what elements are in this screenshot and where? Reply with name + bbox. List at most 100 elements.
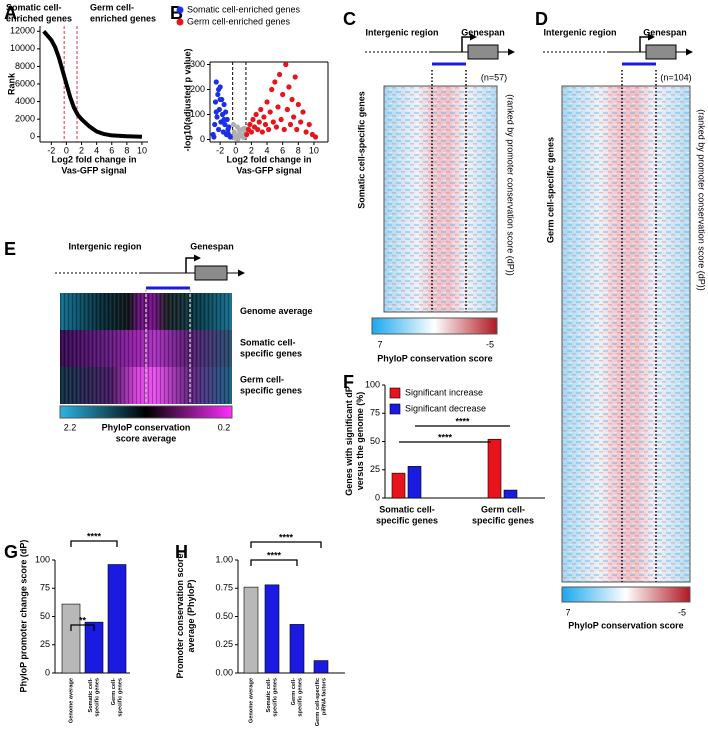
bar [503,489,518,499]
y2-label: (ranked by promoter conservation score (… [506,94,516,276]
colorbar-label: PhyloP conservation score [377,353,492,363]
x-label: Vas-GFP signal [236,165,301,175]
point [241,125,247,131]
row-label: Genome average [240,306,313,316]
point [211,134,217,140]
point [283,61,289,68]
row-label: Germ cell- [240,374,284,384]
bar [487,438,502,499]
point [267,109,273,115]
point [221,116,227,123]
x-tick-label: 6 [280,145,285,155]
gene-box [194,265,228,281]
x-label: Log2 fold change in [52,154,137,164]
y-label: Germ cell-specific genes [545,137,555,243]
y-tick-label: 2000 [15,114,35,124]
y-label: PhyloP promoter change score (dP) [18,540,28,693]
significance-label: **** [267,550,282,560]
point [212,121,218,128]
bar [289,624,305,674]
promoter-arrow [639,36,649,52]
point [227,134,233,140]
bar [107,564,127,674]
y-tick-label: 50 [40,611,50,621]
row-label: Somatic cell- [240,337,296,347]
x-tick-label: Genome average [248,678,254,723]
point [262,121,269,128]
x-tick-label: specific genes [376,515,438,525]
significance-label: **** [87,531,102,541]
x-tick-label: Germ cell- [481,504,525,514]
x-tick-label: 4 [94,145,99,155]
legend-swatch [389,387,401,399]
colorbar-tick-label: 7 [565,607,570,617]
point [259,129,265,135]
y-tick-label: 100 [190,109,205,119]
point [235,136,241,142]
colorbar-label: score average [116,433,177,443]
point [276,71,283,78]
bar [407,466,422,499]
y-tick-label: 100 [35,554,50,564]
x-tick-label: specific genes [118,678,124,717]
panel-label: F [343,372,354,392]
x-tick-label: piRNA factors [322,678,328,715]
legend-marker [176,6,184,14]
diagram-label: Intergenic region [68,241,141,251]
y-tick-label: 10000 [10,43,35,53]
heatmap-texture [562,86,690,582]
x-label: Log2 fold change in [227,154,312,164]
point [240,132,246,138]
gene-box [467,44,499,60]
point [226,124,232,130]
y-tick-label: 0.25 [215,639,233,649]
point [253,111,259,118]
point [234,124,240,130]
annotation: enriched genes [6,13,72,23]
y-tick-label: 6000 [15,78,35,88]
point [213,79,219,85]
bar [313,660,329,674]
point [286,84,292,90]
arrowhead [470,33,477,41]
colorbar-tick-label: 7 [377,339,382,349]
panel-label: G [4,542,18,562]
y-tick-label: 0.50 [215,611,233,621]
x-tick-label: 2 [249,145,254,155]
point [272,79,278,85]
y-tick-label: 75 [40,583,50,593]
colorbar [59,405,233,419]
point [306,121,312,128]
colorbar-tick-label: 2.2 [64,422,77,432]
point [269,86,275,93]
promoter-bar [622,62,656,66]
legend-label: Somatic cell-enriched genes [187,4,301,14]
row-label: specific genes [240,385,302,395]
legend-label: Significant increase [405,387,483,397]
point [284,106,290,113]
point [295,101,301,108]
point [214,114,220,120]
x-tick-label: Somatic cell- [88,678,94,713]
point [291,114,297,120]
y-tick-label: 25 [40,639,50,649]
heatmap-frame [383,85,498,313]
x-tick-label: 8 [296,145,301,155]
y2-label: (ranked by promoter conservation score (… [697,109,707,291]
promoter-arrow [461,36,471,52]
n-label: (n=57) [481,72,507,82]
colorbar [371,317,498,335]
point [270,119,276,125]
significance-bracket [70,540,118,547]
x-tick-label: 0 [64,145,69,155]
arrowhead [238,269,245,277]
colorbar-tick-label: 0.2 [218,422,231,432]
promoter-bar [432,62,466,66]
y-tick-label: 75 [370,408,380,418]
x-tick-label: specific genes [95,678,101,717]
point [213,109,219,115]
colorbar-label: PhyloP conservation score [568,620,683,630]
colorbar [561,586,691,603]
annotation: Germ cell- [90,2,134,12]
